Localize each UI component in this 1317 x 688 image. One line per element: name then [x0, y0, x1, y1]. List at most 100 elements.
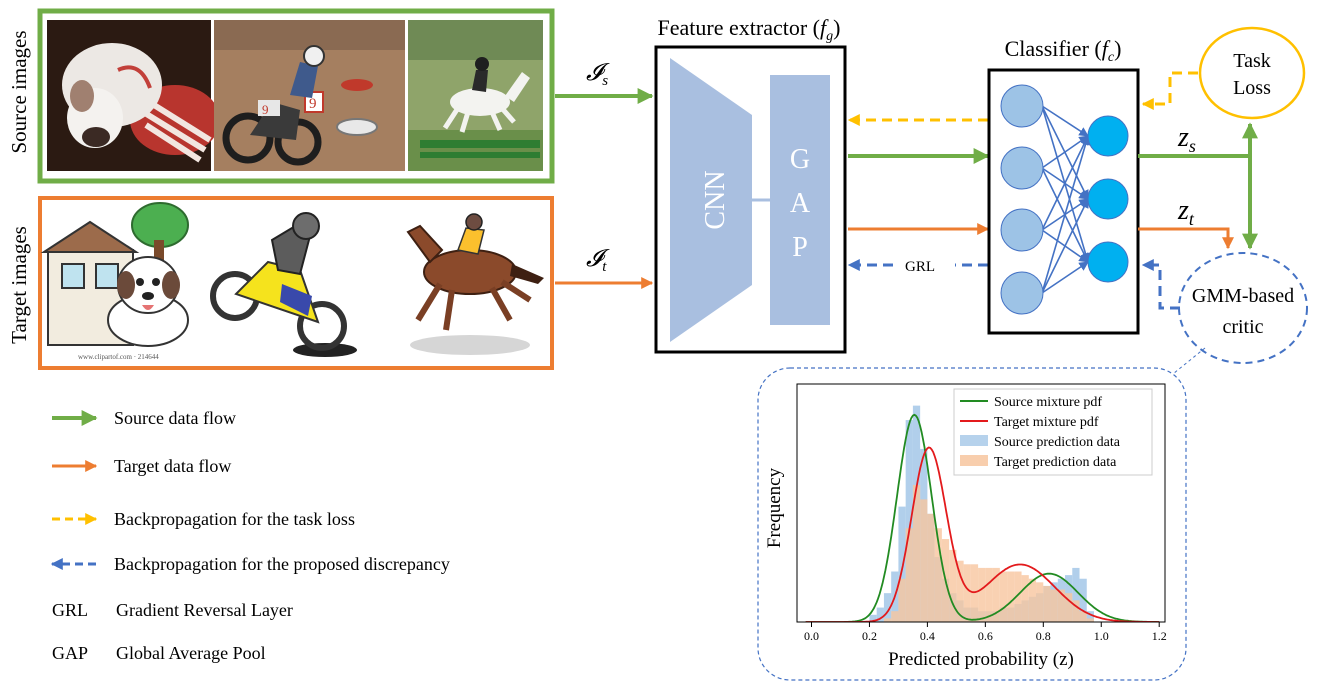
target-images-frame — [38, 196, 554, 370]
target-histogram-bar — [891, 611, 899, 622]
target-histogram-bar — [905, 528, 913, 622]
x-tick-label: 0.2 — [862, 629, 877, 643]
legend-swatch-source-data — [960, 435, 988, 446]
legend-source-flow-label: Source data flow — [114, 408, 236, 428]
target-histogram-bar — [1086, 618, 1095, 622]
classifier-title: Classifier (fc) — [1005, 36, 1122, 65]
target-histogram-bar — [956, 560, 964, 622]
legend-source-pdf: Source mixture pdf — [994, 395, 1102, 410]
x-tick-label: 0.0 — [804, 629, 819, 643]
network-edge — [1041, 261, 1089, 294]
target-histogram-bar — [1014, 571, 1022, 622]
network-edge — [1041, 105, 1089, 137]
input-neuron — [1000, 146, 1044, 190]
legend-swatch-target-data — [960, 455, 988, 466]
source-histogram-bar — [869, 614, 877, 622]
legend-source-data: Source prediction data — [994, 435, 1121, 450]
target-histogram-bar — [1065, 593, 1073, 622]
gmm-critic-label-line1: GMM-based — [1192, 285, 1294, 307]
legend-target-flow-label: Target data flow — [114, 456, 231, 476]
network-edge — [1041, 135, 1089, 231]
gap-letter-g: G — [790, 144, 810, 175]
target-histogram-bar — [1050, 589, 1058, 622]
target-histogram-bar — [963, 564, 971, 622]
target-histogram-bar — [949, 549, 957, 622]
target-histogram-bar — [1036, 582, 1044, 622]
x-axis-ticks: 0.0 0.2 0.4 0.6 0.8 1.0 1.2 — [804, 622, 1167, 643]
zs-label: zs — [1177, 122, 1196, 156]
source-histogram-bar — [1079, 578, 1087, 622]
output-neuron — [1087, 178, 1129, 220]
network-edge — [1041, 135, 1091, 294]
target-histogram-bar — [1072, 600, 1080, 622]
gap-letter-p: P — [792, 232, 808, 263]
network-edges — [1041, 105, 1091, 294]
source-histogram-bar — [876, 607, 884, 622]
x-axis-label: Predicted probability (z) — [888, 649, 1074, 670]
x-tick-label: 1.0 — [1094, 629, 1109, 643]
task-loss-backprop-arrow — [1141, 71, 1198, 110]
gmm-critic-label-line2: critic — [1222, 316, 1263, 338]
dog-photo — [47, 20, 220, 171]
legend-target-data: Target prediction data — [994, 455, 1117, 470]
target-histogram-bar — [898, 578, 906, 622]
target-histogram-bar — [999, 571, 1008, 622]
target-histogram-bar — [920, 499, 928, 622]
target-histogram-bar — [927, 513, 935, 622]
target-input-symbol: 𝓘t — [586, 246, 610, 275]
source-histogram-bar — [898, 506, 906, 622]
input-neuron — [1000, 84, 1044, 128]
mixture-chart: 0.0 0.2 0.4 0.6 0.8 1.0 1.2 Predicted probabil… — [764, 383, 1167, 670]
legend-grl-abbr: GRL — [52, 600, 88, 620]
task-loss-node — [1198, 26, 1306, 120]
source-histogram-bar — [1086, 611, 1095, 622]
legend-gap-abbr: GAP — [52, 643, 88, 663]
plot-area — [796, 383, 1166, 623]
cnn-label: CNN — [700, 170, 731, 229]
zt-label: zt — [1177, 195, 1195, 229]
legend-task-backprop-label: Backpropagation for the task loss — [114, 509, 355, 529]
target-histogram-bar — [978, 567, 986, 622]
discrepancy-backprop-arrow — [1141, 259, 1180, 310]
target-histogram-bar — [992, 567, 1000, 622]
legend-grl-label: Gradient Reversal Layer — [116, 600, 293, 620]
target-histogram-bar — [912, 484, 921, 622]
svg-text:9: 9 — [309, 96, 317, 112]
target-histogram-bar — [1028, 578, 1037, 622]
classifier: Classifier (fc) — [987, 36, 1140, 335]
source-images-group: Source images 9 9 — [7, 8, 654, 184]
dog-clipart: www.clipartof.com · 214644 — [40, 202, 203, 362]
target-images-group: Target images www.clipartof.com · 214644 — [7, 196, 654, 370]
source-histogram-bar — [1072, 567, 1080, 622]
gap-block — [770, 75, 830, 325]
target-histogram-bar — [1079, 611, 1087, 622]
gap-letter-a: A — [790, 188, 811, 219]
chart-legend: Source mixture pdf Target mixture pdf So… — [953, 388, 1153, 476]
feature-extractor: Feature extractor (fg) CNN G A P — [654, 15, 847, 354]
source-input-symbol: 𝓘s — [586, 60, 610, 89]
legend-discrepancy-backprop-label: Backpropagation for the proposed discrep… — [114, 554, 450, 574]
x-tick-label: 1.2 — [1152, 629, 1167, 643]
motorbike-photo: 9 9 — [214, 20, 405, 171]
task-loss-label-line2: Loss — [1233, 77, 1271, 99]
target-histogram-bar — [1007, 571, 1015, 622]
cnn-block — [670, 58, 752, 342]
target-histogram — [883, 484, 1095, 622]
source-images-frame — [37, 8, 555, 184]
clipart-watermark: www.clipartof.com · 214644 — [78, 353, 159, 361]
target-output-line — [1138, 227, 1234, 250]
task-loss-label-line1: Task — [1233, 50, 1270, 72]
source-histogram-bar — [905, 420, 913, 622]
output-neuron — [1087, 115, 1129, 157]
source-mixture-pdf-curve — [805, 413, 1160, 622]
target-histogram-bar — [1043, 585, 1051, 622]
motorbike-clipart — [208, 205, 358, 362]
diagram-legend: Source data flow Target data flow Backpr… — [50, 408, 450, 663]
target-images-label: Target images — [7, 226, 31, 344]
legend-target-pdf: Target mixture pdf — [994, 415, 1099, 430]
input-neurons — [1000, 84, 1044, 315]
legend-gap-label: Global Average Pool — [116, 643, 266, 663]
output-neurons — [1087, 115, 1129, 283]
source-images-label: Source images — [7, 30, 31, 153]
